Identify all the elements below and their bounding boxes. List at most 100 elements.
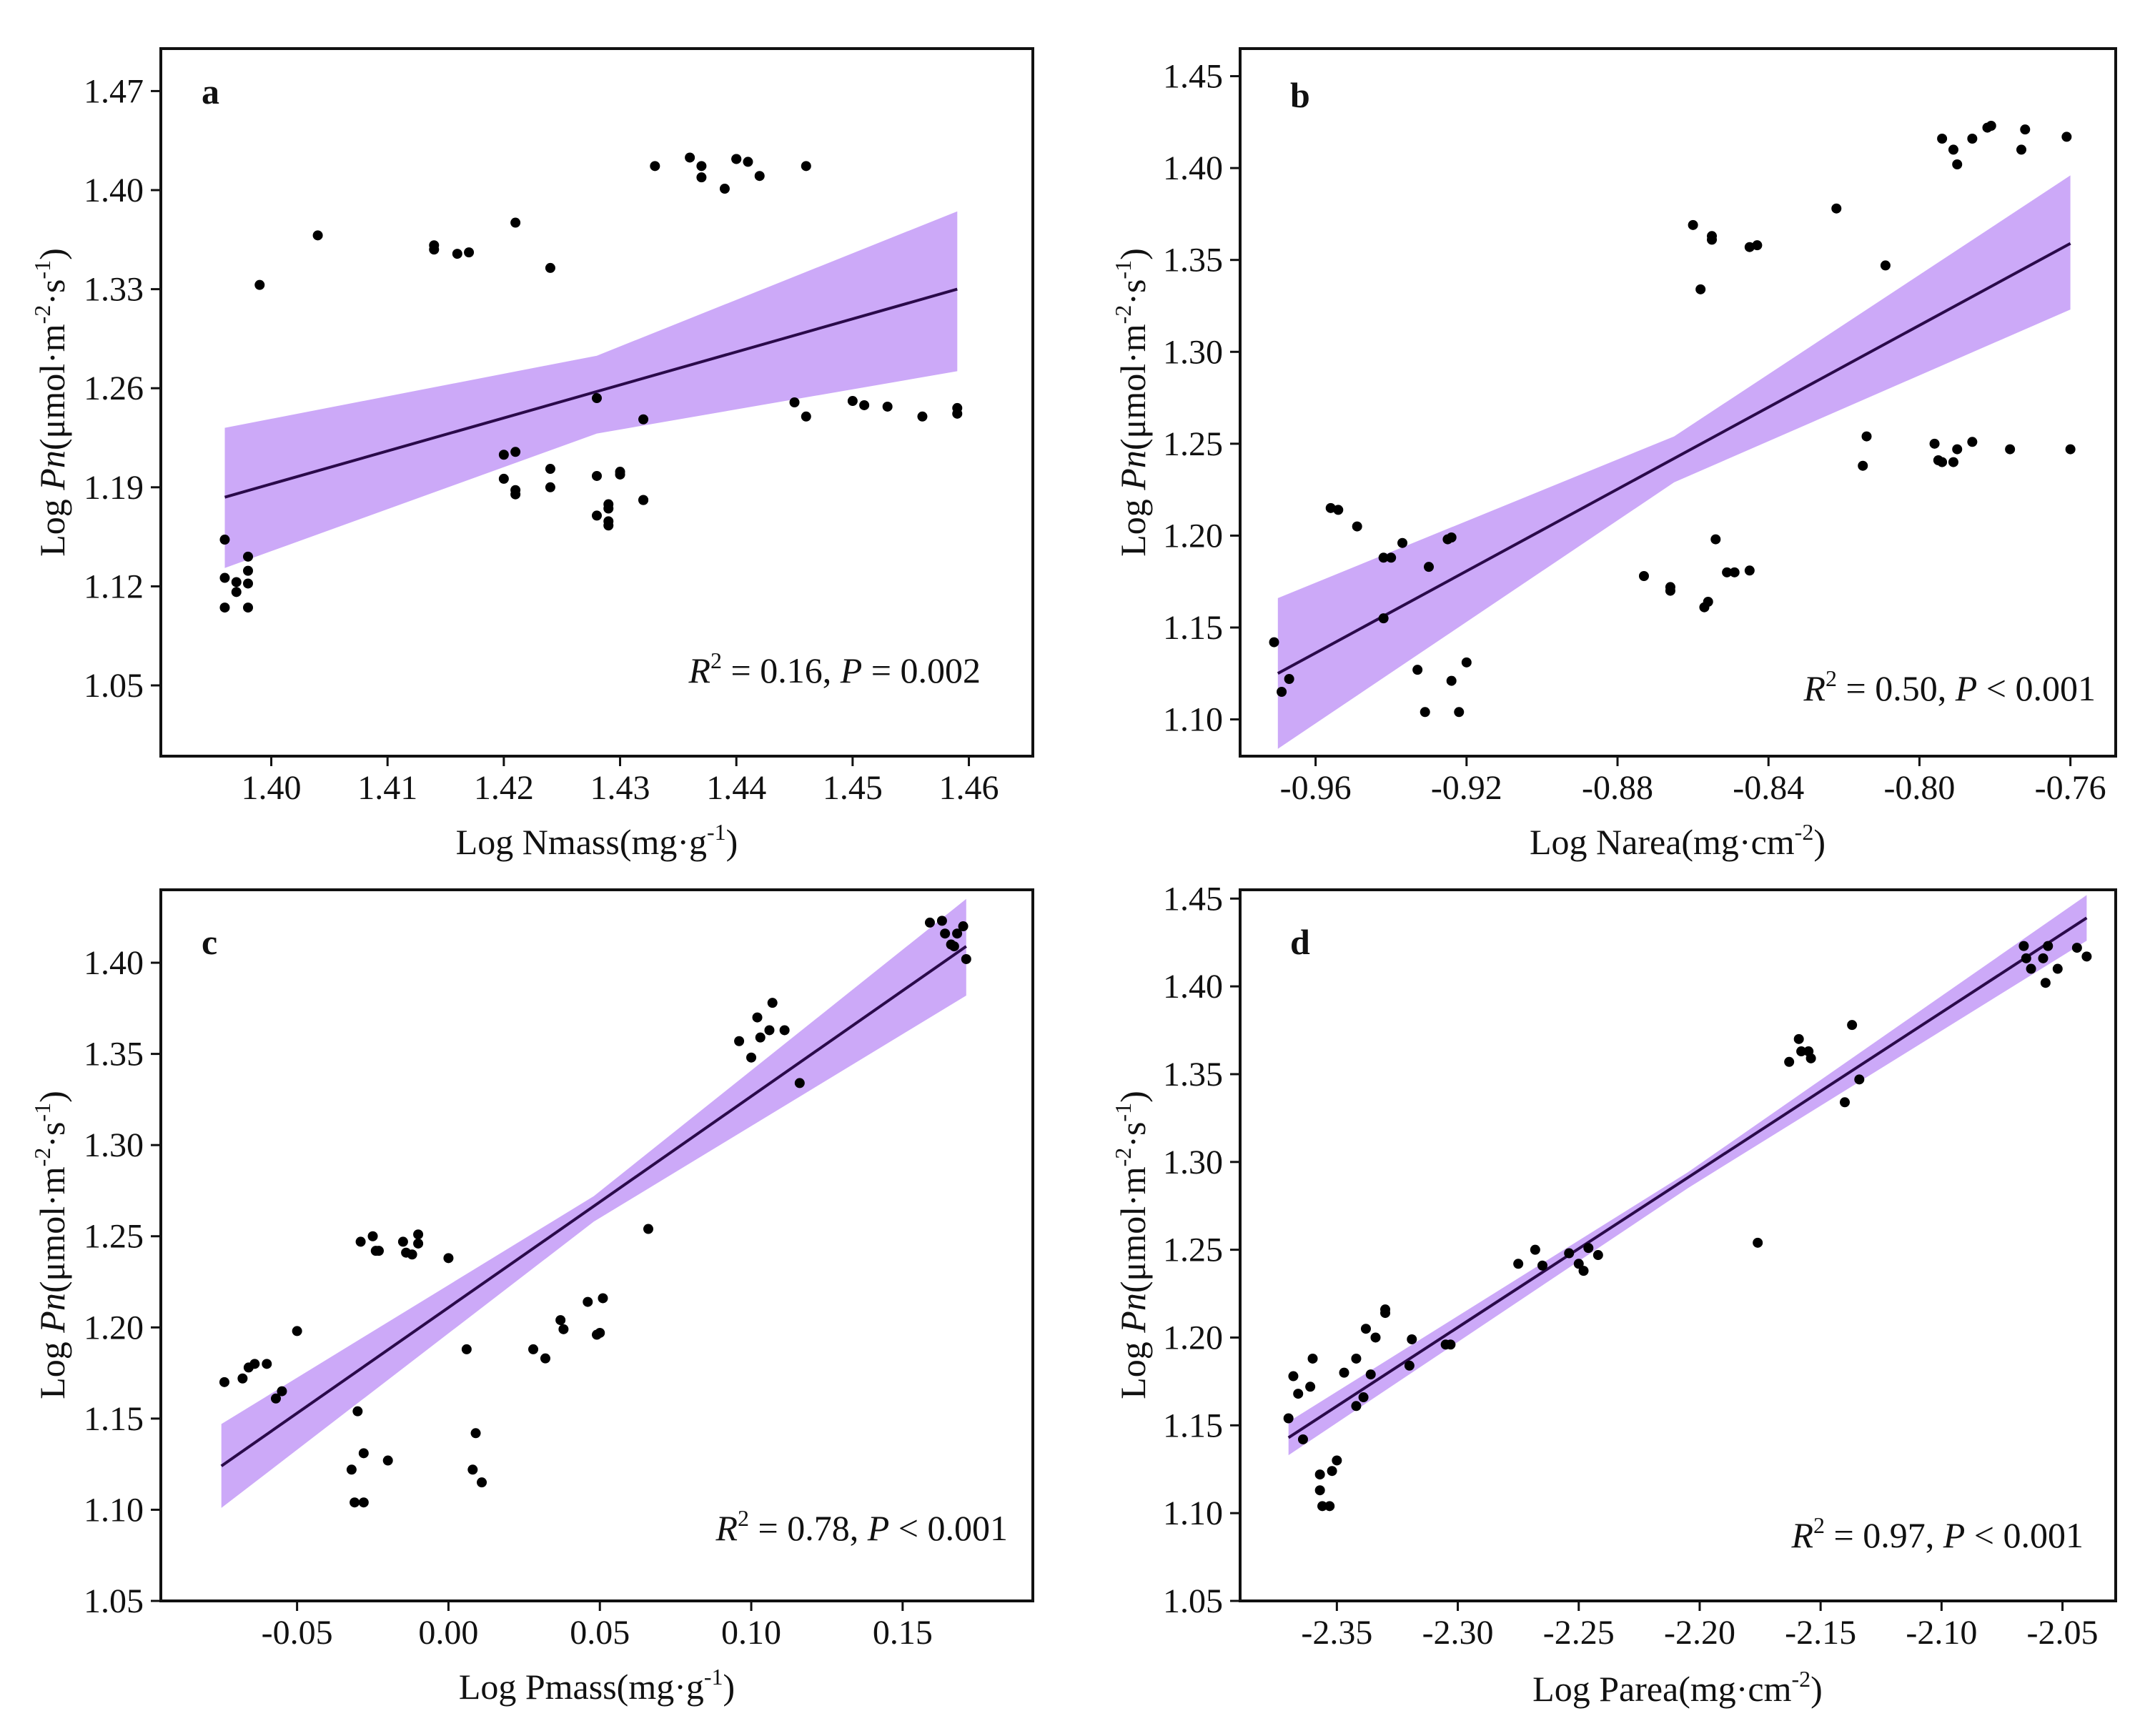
y-tick-label: 1.40 bbox=[1163, 968, 1223, 1006]
data-point bbox=[1297, 1434, 1308, 1444]
data-point bbox=[1446, 675, 1457, 686]
data-point bbox=[1695, 284, 1706, 294]
data-point bbox=[2026, 963, 2036, 974]
data-point bbox=[249, 1359, 260, 1369]
y-tick-label: 1.35 bbox=[84, 1036, 144, 1073]
data-point bbox=[429, 240, 440, 251]
y-tick-label: 1.15 bbox=[84, 1400, 144, 1438]
data-point bbox=[1986, 121, 1996, 131]
x-tick-label: 1.42 bbox=[474, 769, 534, 807]
data-point bbox=[243, 602, 253, 613]
data-point bbox=[1967, 134, 1978, 144]
confidence-band bbox=[1288, 895, 2087, 1456]
panel-c-letter: c bbox=[202, 922, 217, 962]
data-point bbox=[801, 161, 811, 172]
y-tick-label: 1.25 bbox=[84, 1218, 144, 1256]
data-point bbox=[1952, 159, 1963, 169]
data-point bbox=[958, 921, 969, 932]
data-point bbox=[540, 1353, 550, 1364]
panel-a-annotation: R2 = 0.16, P = 0.002 bbox=[688, 648, 981, 690]
data-point bbox=[461, 1344, 472, 1354]
data-point bbox=[270, 1393, 281, 1404]
y-tick-label: 1.10 bbox=[1163, 701, 1223, 739]
data-point bbox=[470, 1428, 481, 1439]
data-point bbox=[1420, 707, 1430, 718]
data-point bbox=[1564, 1248, 1575, 1259]
data-point bbox=[924, 917, 935, 928]
data-point bbox=[746, 1052, 757, 1063]
data-point bbox=[755, 1032, 766, 1043]
data-point bbox=[452, 249, 462, 259]
data-point bbox=[2020, 124, 2031, 135]
data-point bbox=[1283, 1413, 1294, 1424]
data-point bbox=[1583, 1243, 1594, 1254]
data-point bbox=[1861, 431, 1872, 442]
panel-a-frame bbox=[159, 47, 1034, 758]
confidence-band bbox=[1277, 175, 2071, 749]
data-point bbox=[754, 171, 765, 182]
data-point bbox=[1796, 1046, 1807, 1057]
data-point bbox=[1880, 260, 1891, 271]
data-point bbox=[1424, 562, 1435, 572]
data-point bbox=[355, 1236, 366, 1247]
data-point bbox=[1805, 1053, 1816, 1063]
data-point bbox=[1333, 505, 1344, 515]
y-tick-label: 1.20 bbox=[84, 1309, 144, 1346]
data-point bbox=[498, 473, 509, 484]
data-point bbox=[1397, 537, 1408, 548]
x-tick-label: -0.05 bbox=[262, 1614, 333, 1652]
data-point bbox=[2018, 941, 2029, 951]
data-point bbox=[1378, 552, 1389, 563]
data-point bbox=[1665, 585, 1675, 596]
data-point bbox=[1378, 613, 1389, 624]
data-point bbox=[1284, 674, 1294, 684]
data-point bbox=[443, 1253, 454, 1264]
data-point bbox=[595, 1327, 605, 1338]
y-tick-label: 1.10 bbox=[1163, 1494, 1223, 1532]
x-tick-label: 1.45 bbox=[823, 769, 883, 807]
y-tick-label: 1.05 bbox=[1163, 1582, 1223, 1620]
data-point bbox=[1351, 1353, 1362, 1364]
data-point bbox=[528, 1344, 539, 1354]
y-tick-label: 1.19 bbox=[84, 469, 144, 507]
data-point bbox=[352, 1406, 363, 1417]
y-tick-label: 1.45 bbox=[1163, 880, 1223, 918]
y-tick-label: 1.45 bbox=[1163, 58, 1223, 96]
panel-a-y-axis-title: Log Pn(μmol·m-2·s-1) bbox=[29, 248, 72, 556]
data-point bbox=[2005, 444, 2016, 455]
panel-d-frame bbox=[1239, 888, 2117, 1602]
data-point bbox=[592, 470, 602, 481]
data-point bbox=[397, 1236, 408, 1247]
data-point bbox=[1847, 1020, 1858, 1031]
data-point bbox=[1710, 534, 1721, 545]
x-tick-label: -0.84 bbox=[1733, 769, 1804, 807]
data-point bbox=[1454, 707, 1465, 718]
data-point bbox=[413, 1238, 424, 1249]
data-point bbox=[1325, 502, 1336, 513]
data-point bbox=[1753, 1237, 1763, 1248]
data-point bbox=[1365, 1369, 1376, 1380]
data-point bbox=[467, 1464, 478, 1475]
data-point bbox=[1317, 1501, 1328, 1512]
data-point bbox=[312, 230, 323, 241]
regression-line bbox=[220, 945, 967, 1467]
data-point bbox=[231, 587, 242, 597]
data-point bbox=[1327, 1466, 1337, 1477]
data-point bbox=[2021, 953, 2031, 963]
data-point bbox=[545, 482, 555, 492]
data-point bbox=[1307, 1353, 1318, 1364]
data-point bbox=[1360, 1324, 1371, 1334]
y-tick-label: 1.26 bbox=[84, 369, 144, 407]
x-tick-label: 1.41 bbox=[357, 769, 417, 807]
data-point bbox=[1277, 687, 1287, 697]
data-point bbox=[1305, 1382, 1316, 1392]
data-point bbox=[1412, 665, 1423, 675]
regression-line bbox=[1287, 916, 2088, 1439]
data-point bbox=[1929, 438, 1940, 449]
data-point bbox=[1703, 597, 1713, 607]
data-point bbox=[847, 396, 858, 407]
data-point bbox=[1952, 444, 1963, 455]
panel-c: c -0.05 0.00 0.05 0.10 0.15 1.05 1.10 1.15 1.20 1… bbox=[29, 888, 1034, 1707]
data-point bbox=[1744, 565, 1755, 576]
data-point bbox=[801, 411, 811, 422]
